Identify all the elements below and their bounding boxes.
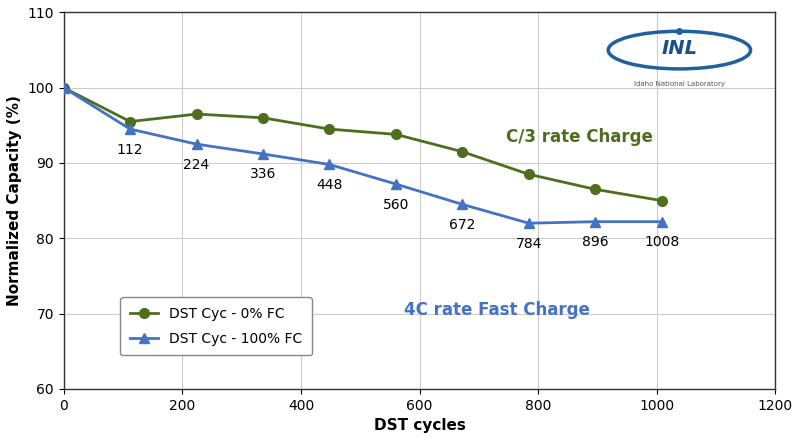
DST Cyc - 100% FC — [524, 220, 534, 226]
Y-axis label: Normalized Capacity (%): Normalized Capacity (%) — [7, 95, 22, 306]
Text: 224: 224 — [183, 158, 210, 172]
DST Cyc - 0% FC — [391, 132, 401, 137]
DST Cyc - 0% FC — [458, 149, 467, 154]
Text: C/3 rate Charge: C/3 rate Charge — [506, 128, 653, 146]
Text: 896: 896 — [582, 235, 609, 249]
Line: DST Cyc - 0% FC: DST Cyc - 0% FC — [59, 83, 666, 205]
DST Cyc - 100% FC — [59, 85, 69, 90]
DST Cyc - 100% FC — [458, 202, 467, 207]
Text: 784: 784 — [515, 237, 542, 251]
Legend: DST Cyc - 0% FC, DST Cyc - 100% FC: DST Cyc - 0% FC, DST Cyc - 100% FC — [121, 297, 312, 356]
Text: 560: 560 — [382, 198, 409, 212]
Text: 112: 112 — [117, 143, 143, 157]
DST Cyc - 100% FC — [391, 181, 401, 187]
DST Cyc - 100% FC — [258, 151, 268, 157]
Line: DST Cyc - 100% FC: DST Cyc - 100% FC — [59, 83, 666, 228]
DST Cyc - 0% FC — [325, 126, 334, 132]
DST Cyc - 100% FC — [126, 126, 135, 132]
DST Cyc - 0% FC — [524, 172, 534, 177]
Text: 1008: 1008 — [644, 235, 679, 249]
X-axis label: DST cycles: DST cycles — [374, 418, 466, 433]
Text: 4C rate Fast Charge: 4C rate Fast Charge — [404, 301, 590, 319]
DST Cyc - 0% FC — [657, 198, 666, 203]
DST Cyc - 0% FC — [192, 111, 202, 117]
Text: 672: 672 — [449, 218, 475, 232]
DST Cyc - 100% FC — [657, 219, 666, 224]
DST Cyc - 100% FC — [590, 219, 600, 224]
DST Cyc - 100% FC — [192, 142, 202, 147]
DST Cyc - 0% FC — [258, 115, 268, 121]
DST Cyc - 0% FC — [590, 187, 600, 192]
Text: 336: 336 — [250, 168, 276, 181]
DST Cyc - 0% FC — [126, 119, 135, 124]
DST Cyc - 0% FC — [59, 85, 69, 90]
Text: 448: 448 — [316, 178, 342, 192]
DST Cyc - 100% FC — [325, 162, 334, 167]
